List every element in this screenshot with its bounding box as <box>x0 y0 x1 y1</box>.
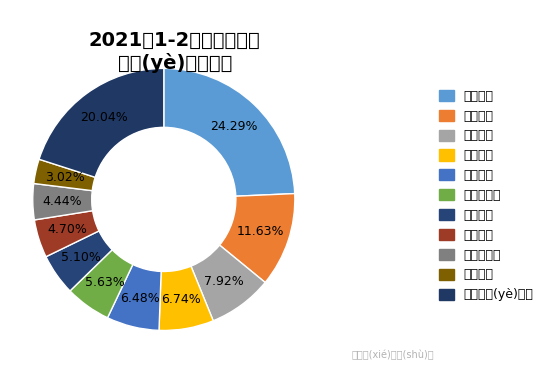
Text: 7.92%: 7.92% <box>204 274 244 288</box>
Text: 11.63%: 11.63% <box>236 225 284 238</box>
Wedge shape <box>159 266 213 330</box>
Wedge shape <box>108 264 161 330</box>
Wedge shape <box>34 211 99 257</box>
Text: 2021年1-2月多缸柴油機
企業(yè)市場分布: 2021年1-2月多缸柴油機 企業(yè)市場分布 <box>89 31 260 74</box>
Circle shape <box>92 127 236 271</box>
Wedge shape <box>219 194 295 282</box>
Wedge shape <box>34 159 95 191</box>
Legend: 濰柴控股, 玉柴集團, 云內動力, 解放動力, 安徽全柴, 福田康明斯, 江鈴汽車, 浙江新柴, 東風康明斯, 上柴股份, 其他企業(yè)合計: 濰柴控股, 玉柴集團, 云內動力, 解放動力, 安徽全柴, 福田康明斯, 江鈴汽… <box>432 83 540 308</box>
Text: 4.44%: 4.44% <box>43 195 82 208</box>
Wedge shape <box>191 245 265 321</box>
Text: 6.74%: 6.74% <box>162 293 201 306</box>
Text: 6.48%: 6.48% <box>120 292 159 305</box>
Text: 3.02%: 3.02% <box>45 171 85 184</box>
Wedge shape <box>46 231 112 291</box>
Text: 20.04%: 20.04% <box>80 111 128 124</box>
Wedge shape <box>164 68 295 196</box>
Wedge shape <box>39 68 164 178</box>
Wedge shape <box>70 250 133 318</box>
Text: 4.70%: 4.70% <box>47 223 87 237</box>
Wedge shape <box>33 183 93 220</box>
Text: 24.29%: 24.29% <box>210 120 258 133</box>
Text: 5.10%: 5.10% <box>61 251 100 264</box>
Text: 中內協(xié)會數(shù)據: 中內協(xié)會數(shù)據 <box>352 350 435 360</box>
Text: 5.63%: 5.63% <box>85 276 124 289</box>
